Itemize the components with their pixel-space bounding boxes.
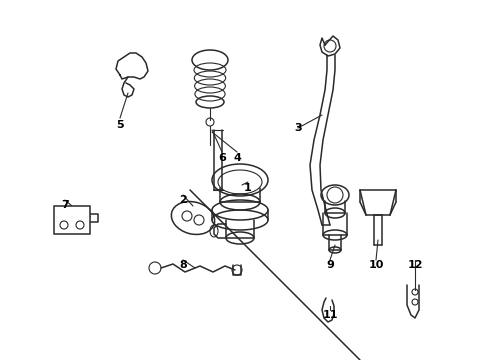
Text: 7: 7 — [61, 200, 69, 210]
Text: 3: 3 — [294, 123, 302, 133]
Text: 6: 6 — [218, 153, 226, 163]
Text: 10: 10 — [368, 260, 384, 270]
Text: 9: 9 — [326, 260, 334, 270]
Text: 1: 1 — [244, 183, 252, 193]
Text: 2: 2 — [179, 195, 187, 205]
Text: 4: 4 — [233, 153, 241, 163]
Text: 11: 11 — [322, 310, 338, 320]
Text: 5: 5 — [116, 120, 124, 130]
Text: 12: 12 — [407, 260, 423, 270]
Text: 8: 8 — [179, 260, 187, 270]
FancyBboxPatch shape — [54, 206, 90, 234]
